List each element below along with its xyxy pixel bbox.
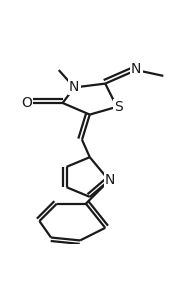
Text: S: S [114,100,123,114]
Text: N: N [69,80,79,94]
Text: N: N [131,62,141,76]
Text: N: N [105,173,115,187]
Text: O: O [21,96,32,110]
